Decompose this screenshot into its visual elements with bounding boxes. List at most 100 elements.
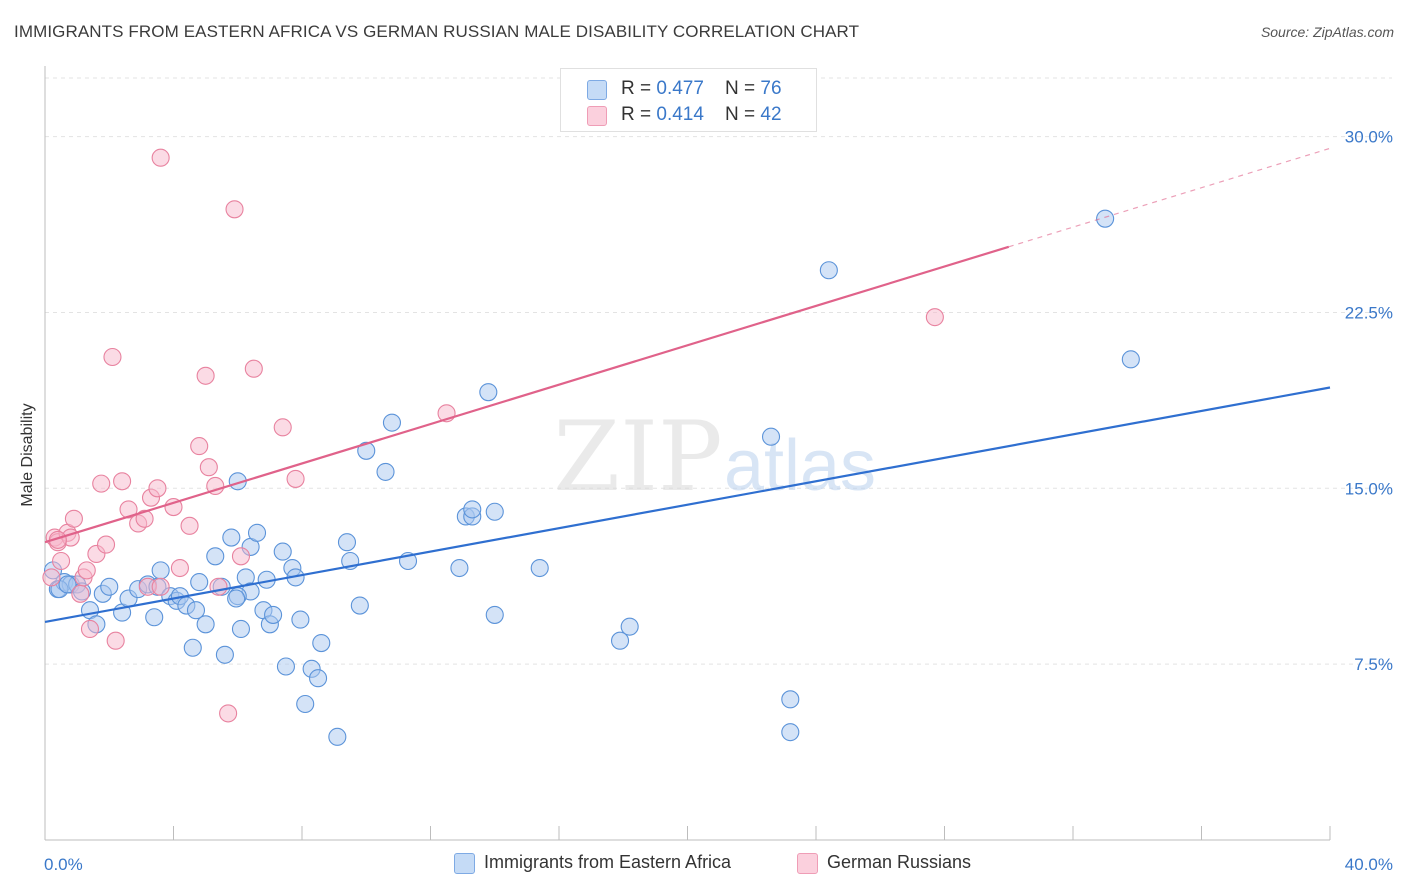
r-label: R = [621, 78, 657, 99]
data-point [485, 502, 504, 521]
y-tick-label: 22.5% [1345, 303, 1393, 322]
data-point [227, 589, 246, 608]
watermark-zip: ZIP [553, 401, 722, 513]
data-point [100, 577, 119, 596]
data-point [113, 472, 132, 491]
data-point [58, 575, 77, 594]
x-tick-label: 40.0% [1345, 855, 1393, 874]
data-point [781, 690, 800, 709]
data-point [209, 577, 228, 596]
data-point [183, 638, 202, 657]
data-point [485, 605, 504, 624]
data-point [286, 469, 305, 488]
data-point [357, 441, 376, 460]
data-point [819, 261, 838, 280]
data-point [463, 500, 482, 519]
data-point [247, 523, 267, 542]
data-point [206, 547, 225, 566]
tick-labels: 7.5% 15.0% 22.5% 30.0% 0.0% 40.0% [44, 128, 1393, 874]
data-point [196, 615, 215, 634]
axes [44, 66, 1331, 841]
data-point [337, 533, 357, 552]
data-point [64, 509, 83, 528]
data-point [376, 462, 395, 481]
data-point [350, 596, 369, 615]
data-point [180, 516, 199, 535]
data-point [273, 418, 292, 437]
watermark: ZIP atlas [553, 401, 876, 513]
n-value: 42 [760, 104, 782, 125]
data-point [190, 573, 209, 592]
data-point [925, 308, 944, 327]
legend-swatch-eastern-africa [587, 80, 607, 100]
data-point [264, 605, 283, 624]
legend-label-german-russians: German Russians [827, 852, 972, 872]
data-point [781, 723, 800, 742]
data-point [92, 474, 111, 493]
data-point [170, 558, 189, 578]
x-tick-label: 0.0% [44, 855, 83, 874]
y-tick-label: 30.0% [1345, 128, 1393, 147]
data-point [382, 413, 402, 432]
data-point [450, 558, 469, 578]
data-point [145, 608, 164, 627]
source-label: Source: ZipAtlas.com [1260, 24, 1394, 40]
data-point [77, 561, 96, 580]
data-point [119, 500, 138, 519]
data-point [312, 634, 331, 653]
data-point [186, 601, 206, 620]
data-point [151, 577, 170, 596]
data-point [610, 631, 630, 650]
data-point [244, 359, 263, 378]
data-point [148, 479, 167, 498]
data-point [196, 366, 215, 385]
legend-swatch-german-russians [587, 106, 607, 126]
data-point [135, 509, 154, 528]
data-point [164, 498, 183, 517]
data-point [296, 694, 315, 714]
data-point [215, 645, 234, 664]
n-value: 76 [760, 78, 782, 99]
trend-line [44, 386, 1331, 624]
data-point [199, 458, 218, 477]
data-point [309, 669, 328, 688]
data-point [151, 148, 170, 167]
legend-swatch-german-russians [797, 853, 818, 874]
data-point [225, 200, 244, 219]
data-point [1121, 350, 1140, 369]
data-point [80, 619, 100, 639]
chart-title: IMMIGRANTS FROM EASTERN AFRICA VS GERMAN… [14, 22, 860, 41]
data-point [71, 584, 90, 603]
data-point [96, 535, 116, 554]
data-point [42, 568, 61, 587]
data-point [103, 347, 122, 367]
data-point [219, 704, 238, 723]
correlation-legend: R = 0.477 N = 76 R = 0.414 N = 42 [560, 68, 817, 132]
series-german-russians [42, 148, 944, 723]
data-point [231, 547, 251, 566]
y-tick-label: 7.5% [1354, 655, 1393, 674]
r-value: 0.477 [656, 78, 704, 99]
data-point [328, 727, 347, 746]
data-point [52, 551, 71, 571]
data-point [231, 619, 251, 639]
data-point [1096, 209, 1115, 228]
n-label: N = [725, 78, 761, 99]
data-point [273, 542, 292, 561]
y-axis-title: Male Disability [19, 403, 36, 507]
data-point [291, 610, 310, 629]
trend-lines [44, 147, 1331, 624]
data-point [530, 558, 549, 578]
data-point [222, 528, 241, 547]
data-point [151, 561, 170, 580]
trend-line [44, 245, 1010, 544]
data-point [620, 617, 639, 636]
r-label: R = [621, 104, 657, 125]
n-label: N = [725, 104, 761, 125]
r-value: 0.414 [656, 104, 704, 125]
data-point [190, 437, 209, 456]
data-point [479, 383, 498, 402]
data-point [761, 427, 781, 446]
legend-label-eastern-africa: Immigrants from Eastern Africa [484, 852, 732, 872]
